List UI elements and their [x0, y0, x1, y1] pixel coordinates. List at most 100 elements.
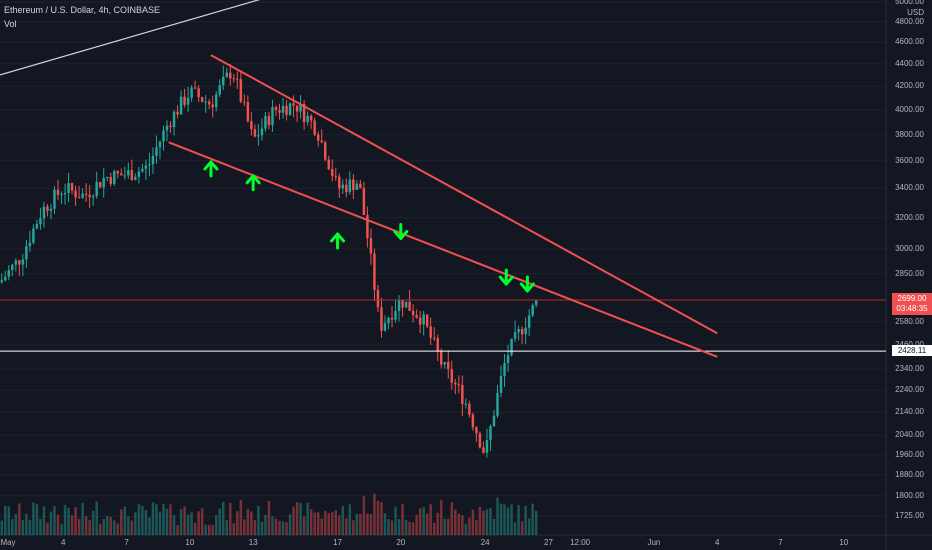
volume-bar: [468, 517, 471, 535]
price-tick-label: 1880.00: [895, 469, 924, 479]
candle-body: [499, 375, 503, 393]
volume-bar: [527, 518, 531, 535]
candle-body: [56, 189, 60, 195]
candle-body: [190, 87, 193, 98]
volume-bar: [436, 512, 439, 535]
arrow-shape: [519, 275, 535, 293]
candle-body: [211, 104, 214, 108]
volume-bar: [309, 509, 313, 535]
volume-bar: [457, 513, 461, 535]
volume-bar: [56, 514, 60, 535]
candle-body: [376, 289, 380, 308]
volume-bar: [98, 523, 102, 535]
volume-bar: [281, 521, 285, 535]
candle-body: [348, 179, 352, 193]
candle-body: [113, 171, 116, 184]
volume-bar: [404, 519, 408, 535]
volume-bar: [482, 511, 485, 535]
level-price-badge: 2428.11: [892, 345, 932, 356]
volume-bar: [91, 510, 95, 535]
candle-body: [390, 317, 394, 320]
volume-bar: [334, 510, 337, 535]
candle-body: [218, 85, 221, 95]
volume-bar: [369, 514, 373, 535]
volume-bar: [246, 508, 250, 535]
candle-body: [492, 415, 496, 427]
candle-body: [95, 182, 98, 196]
price-tick-label: 3000.00: [895, 243, 924, 253]
volume-bar: [475, 520, 478, 535]
volume-bar: [172, 515, 176, 535]
volume-bar: [429, 504, 432, 535]
candle-body: [130, 170, 134, 180]
candle-body: [355, 183, 359, 190]
volume-bar: [218, 508, 221, 535]
arrow-shape: [245, 174, 261, 192]
price-tick-label: 2340.00: [895, 364, 924, 374]
volume-bar: [313, 512, 316, 535]
price-tick-label: 3200.00: [895, 212, 924, 222]
candle-body: [116, 171, 120, 174]
volume-bar: [464, 523, 468, 535]
candle-body: [447, 361, 450, 370]
candle-body: [267, 116, 271, 126]
volume-bar: [257, 505, 260, 535]
volume-bar: [443, 518, 446, 535]
candle-body: [517, 329, 520, 333]
volume-bar: [331, 512, 334, 535]
volume-bar: [292, 506, 295, 535]
volume-bar: [162, 504, 165, 535]
candles: [0, 63, 538, 458]
candle-body: [77, 197, 81, 199]
volume-bar: [524, 505, 527, 535]
price-tick-label: 1960.00: [895, 449, 924, 459]
candle-body: [334, 175, 337, 177]
price-tick-label: 4800.00: [895, 16, 924, 26]
candle-body: [204, 101, 207, 103]
volume-bar: [422, 507, 425, 535]
volume-bar: [214, 515, 218, 535]
candle-body: [534, 300, 538, 306]
volume-bar: [222, 501, 225, 535]
volume-bar: [113, 520, 116, 535]
candle-body: [327, 159, 330, 170]
volume-bar: [179, 509, 183, 535]
time-tick-label: 7: [778, 538, 783, 547]
candle-body: [197, 88, 200, 98]
volume-bar: [288, 514, 292, 535]
price-tick-label: 3800.00: [895, 129, 924, 139]
candle-body: [496, 392, 499, 416]
candle-body: [429, 326, 432, 338]
volume-bar: [397, 519, 401, 535]
candle-body: [513, 332, 517, 339]
arrow-down-icon: [393, 223, 409, 241]
volume-bar: [158, 511, 162, 535]
volume-bar: [415, 514, 418, 535]
price-tick-label: 4000.00: [895, 104, 924, 114]
candle-body: [243, 101, 246, 103]
price-tick-label: 4200.00: [895, 81, 924, 91]
time-tick-label: 27: [544, 538, 553, 547]
candle-body: [236, 78, 239, 80]
candle-body: [137, 171, 141, 177]
volume-bar: [232, 523, 236, 535]
candle-body: [299, 104, 302, 112]
volume-bar: [376, 500, 380, 535]
volume-bar: [169, 504, 172, 535]
volume-bar: [197, 511, 200, 535]
volume-bar: [137, 504, 141, 535]
candle-body: [151, 155, 155, 165]
arrow-up-icon: [245, 174, 261, 192]
candle-body: [109, 177, 112, 184]
volume-bar: [239, 500, 243, 535]
candle-body: [278, 109, 281, 113]
candle-body: [250, 121, 253, 130]
volume-bar: [485, 509, 489, 535]
candle-body: [155, 147, 158, 156]
time-tick-label: 20: [396, 538, 406, 547]
candle-body: [288, 103, 292, 115]
volume-bar: [278, 520, 281, 535]
candle-body: [264, 116, 267, 129]
candle-body: [257, 135, 260, 137]
